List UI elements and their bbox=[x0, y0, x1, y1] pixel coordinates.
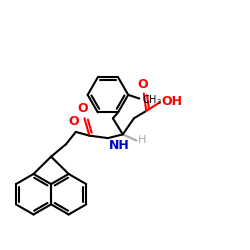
Text: O: O bbox=[77, 102, 88, 115]
Text: OH: OH bbox=[162, 95, 183, 108]
Text: O: O bbox=[137, 78, 148, 91]
Text: H: H bbox=[138, 135, 147, 145]
Text: NH: NH bbox=[109, 138, 130, 151]
Text: CH$_3$: CH$_3$ bbox=[142, 93, 162, 107]
Text: O: O bbox=[68, 115, 79, 128]
